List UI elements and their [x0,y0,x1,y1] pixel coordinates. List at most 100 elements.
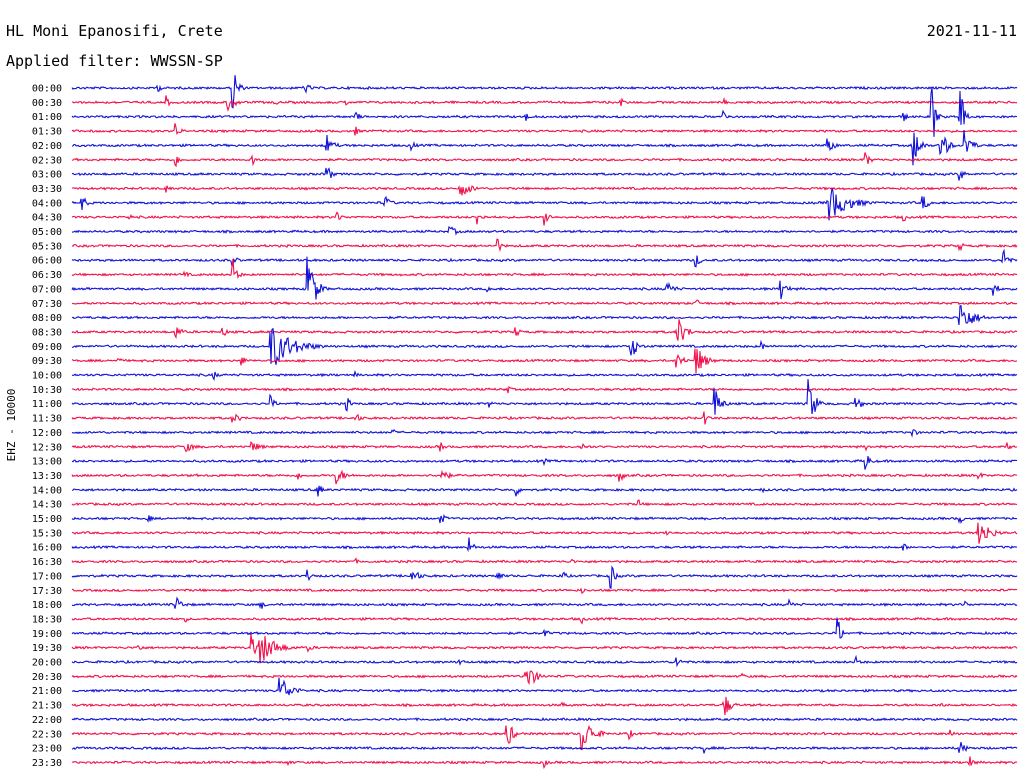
row-label: 08:00 [32,313,62,324]
row-label: 00:00 [32,84,62,95]
trace-line [72,369,1018,382]
trace-line [71,633,1018,664]
trace-line [71,238,1018,253]
trace-line [71,617,1018,639]
row-label: 00:30 [32,98,62,109]
row-label: 14:00 [32,485,62,496]
row-label: 15:00 [32,514,62,525]
trace-line [71,499,1018,507]
trace-line [71,95,1018,112]
row-label: 20:00 [32,658,62,669]
row-label: 04:30 [32,213,62,224]
trace-line [71,429,1018,438]
trace-line [71,188,1018,221]
trace-line [71,616,1018,625]
row-label: 06:00 [32,256,62,267]
row-label: 11:30 [32,414,62,425]
row-label: 13:30 [32,471,62,482]
row-label: 16:00 [32,543,62,554]
trace-line [71,185,1018,196]
row-label: 12:30 [32,442,62,453]
trace-line [71,485,1018,497]
trace-line [71,670,1018,686]
trace-line [71,741,1018,754]
row-label: 21:30 [32,701,62,712]
trace-line [71,469,1018,485]
trace-line [71,565,1018,589]
trace-line [71,696,1018,716]
row-label: 07:00 [32,284,62,295]
row-label: 06:30 [32,270,62,281]
row-label: 13:00 [32,457,62,468]
row-label: 17:00 [32,571,62,582]
row-label: 18:00 [32,600,62,611]
trace-line [71,537,1018,553]
trace-line [71,167,1018,181]
row-label: 19:00 [32,629,62,640]
trace-line [71,385,1018,394]
row-label: 09:00 [32,342,62,353]
row-label: 04:00 [32,198,62,209]
row-label: 10:30 [32,385,62,396]
trace-line [72,225,1018,236]
row-label: 17:30 [32,586,62,597]
row-label: 05:00 [32,227,62,238]
row-label: 08:30 [32,327,62,338]
row-label: 14:30 [32,500,62,511]
trace-line [71,717,1018,722]
trace-line [71,596,1018,610]
row-label: 12:00 [32,428,62,439]
trace-line [71,348,1018,374]
trace-line [71,441,1018,453]
row-time-labels: 00:00 00:30 01:00 01:30 02:00 02:30 03:00 03:30… [32,84,62,769]
trace-line [71,514,1018,525]
row-label: 23:30 [32,758,62,769]
trace-line [71,557,1018,564]
trace-line [71,256,1018,300]
trace-line [71,677,1018,696]
row-label: 01:00 [32,112,62,123]
station-title: HL Moni Epanosifi, Crete [6,22,223,40]
trace-line [71,248,1018,268]
row-label: 22:30 [32,729,62,740]
trace-line [71,654,1018,668]
row-label: 18:30 [32,614,62,625]
row-label: 22:00 [32,715,62,726]
row-label: 09:30 [32,356,62,367]
row-label: 02:30 [32,155,62,166]
trace-line [71,319,1018,341]
trace-line [71,75,1018,109]
trace-line [71,724,1018,751]
row-label: 03:30 [32,184,62,195]
trace-line [71,152,1018,168]
filter-subtitle: Applied filter: WWSSN-SP [6,52,223,70]
trace-line [71,456,1018,470]
trace-line [71,305,1018,326]
row-label: 05:30 [32,241,62,252]
trace-line [71,258,1018,280]
row-label: 23:00 [32,744,62,755]
row-label: 10:00 [32,371,62,382]
row-label: 01:30 [32,127,62,138]
row-label: 03:00 [32,170,62,181]
trace-line [71,379,1018,415]
trace-line [71,756,1018,770]
row-label: 20:30 [32,672,62,683]
row-label: 15:30 [32,528,62,539]
trace-line [72,211,1018,226]
trace-line [71,129,1018,166]
date-label: 2021-11-11 [927,22,1017,40]
trace-line [71,123,1018,136]
trace-line [71,522,1018,544]
row-label: 07:30 [32,299,62,310]
trace-line [71,87,1018,137]
seismic-traces [71,75,1018,770]
trace-line [71,411,1018,425]
trace-line [71,587,1018,595]
trace-line [71,299,1018,306]
row-label: 02:00 [32,141,62,152]
channel-axis-label: EHZ - 10000 [5,389,18,462]
row-label: 21:00 [32,686,62,697]
row-label: 16:30 [32,557,62,568]
